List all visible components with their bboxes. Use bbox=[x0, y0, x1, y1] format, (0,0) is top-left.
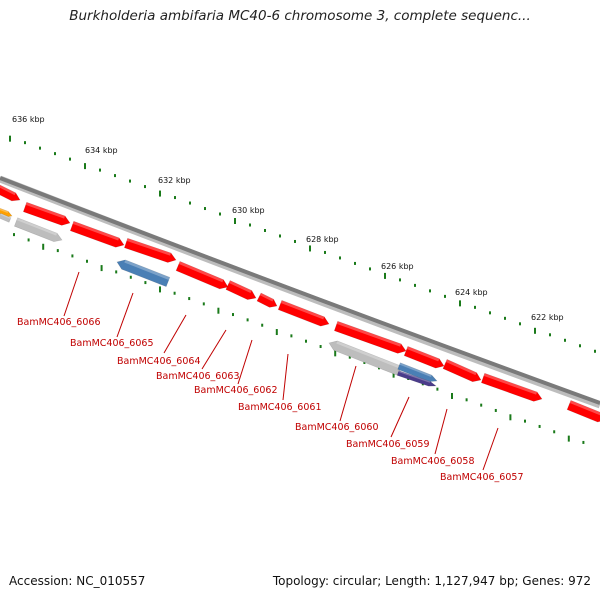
gene-arrow bbox=[480, 372, 543, 402]
scale-ticks bbox=[9, 135, 596, 444]
kbp-label: 630 kbp bbox=[232, 206, 265, 215]
gene-arrow bbox=[396, 370, 437, 387]
kbp-label: 634 kbp bbox=[85, 146, 118, 155]
genome-summary: Topology: circular; Length: 1,127,947 bp… bbox=[272, 574, 591, 588]
gene-arrow bbox=[69, 220, 125, 248]
gene-label: BamMC406_6061 bbox=[238, 402, 321, 413]
label-leaders bbox=[63, 271, 499, 471]
gene-arrow bbox=[0, 206, 13, 218]
gene-arrow bbox=[175, 260, 229, 290]
gene-labels: BamMC406_6066 BamMC406_6065 BamMC406_6064 B… bbox=[17, 317, 523, 483]
kbp-label: 624 kbp bbox=[455, 288, 488, 297]
gene-track bbox=[0, 183, 600, 423]
map-title: Burkholderia ambifaria MC40-6 chromosome… bbox=[69, 8, 531, 24]
gene-label: BamMC406_6058 bbox=[391, 456, 474, 467]
leader-line bbox=[237, 339, 253, 385]
gene-arrow bbox=[397, 362, 438, 382]
kbp-label: 628 kbp bbox=[306, 235, 339, 244]
gene-arrow bbox=[225, 280, 257, 300]
kbp-label: 626 kbp bbox=[381, 262, 414, 271]
leader-line bbox=[116, 292, 134, 338]
gene-arrow bbox=[328, 340, 403, 377]
leader-line bbox=[163, 314, 187, 354]
gene-label: BamMC406_6065 bbox=[70, 338, 153, 349]
gene-label: BamMC406_6062 bbox=[194, 385, 277, 396]
gene-arrow bbox=[256, 292, 278, 308]
leader-line bbox=[282, 353, 289, 401]
gene-arrow bbox=[22, 201, 71, 226]
leader-line bbox=[339, 365, 357, 422]
backbone bbox=[0, 176, 600, 405]
scale-labels: 636 kbp 634 kbp 632 kbp 630 kbp 628 kbp 626 k… bbox=[12, 115, 564, 322]
gene-label: BamMC406_6063 bbox=[156, 371, 239, 382]
leader-line bbox=[63, 271, 80, 317]
gene-arrow bbox=[403, 345, 445, 369]
leader-line bbox=[201, 329, 227, 370]
gene-label: BamMC406_6066 bbox=[17, 317, 100, 328]
accession-text: Accession: NC_010557 bbox=[9, 574, 146, 588]
gene-arrow bbox=[442, 359, 482, 383]
gene-arrow bbox=[0, 213, 12, 223]
gene-arrow bbox=[566, 399, 600, 423]
gene-arrow bbox=[277, 299, 330, 327]
gene-label: BamMC406_6057 bbox=[440, 472, 523, 483]
gene-label: BamMC406_6064 bbox=[117, 356, 200, 367]
kbp-label: 636 kbp bbox=[12, 115, 45, 124]
leader-line bbox=[434, 408, 448, 455]
gene-arrow bbox=[13, 217, 63, 242]
gene-arrow bbox=[333, 320, 407, 354]
kbp-label: 622 kbp bbox=[531, 313, 564, 322]
leader-line bbox=[482, 427, 499, 471]
kbp-label: 632 kbp bbox=[158, 176, 191, 185]
gene-arrow bbox=[124, 237, 177, 263]
gene-arrow bbox=[116, 259, 171, 288]
leader-line bbox=[390, 396, 410, 438]
gene-arrow bbox=[0, 183, 21, 202]
gene-label: BamMC406_6059 bbox=[346, 439, 429, 450]
gene-label: BamMC406_6060 bbox=[295, 422, 378, 433]
